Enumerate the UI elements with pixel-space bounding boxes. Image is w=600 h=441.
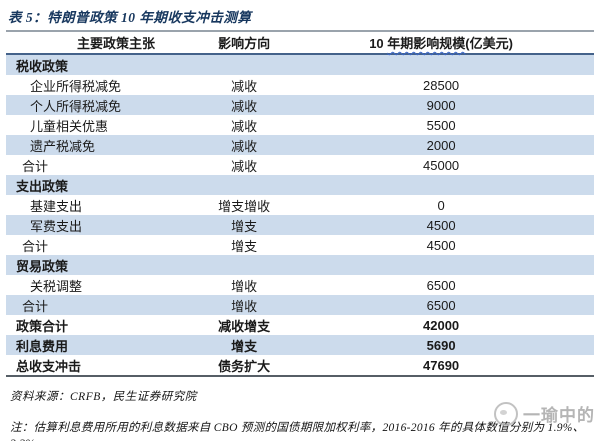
amount-cell: 5500 [426, 117, 456, 133]
table-row: 关税调整 增收 6500 [6, 275, 594, 295]
column-header-scale-wavy: 年期影响规模 [387, 36, 466, 51]
amount-cell: 45000 [423, 157, 460, 173]
direction-cell: 减收 [231, 138, 258, 154]
direction-cell: 增支 [231, 238, 258, 254]
amount-cell: 4500 [426, 237, 456, 253]
table-row: 军费支出 增支 4500 [6, 215, 594, 235]
policy-cell: 合计 [22, 158, 49, 174]
note-line-1: 注：估算利息费用所用的利息数据来自 CBO 预测的国债期限加权利率，2016-2… [10, 422, 585, 441]
watermark-text: 一瑜中的 [523, 406, 595, 425]
direction-cell: 增收 [231, 298, 258, 314]
policy-cell: 儿童相关优惠 [30, 118, 109, 134]
table-header-row: 主要政策主张 影响方向 10 年期影响规模(亿美元) [6, 32, 594, 55]
table-footer: 资料来源：CRFB，民生证券研究院 注：估算利息费用所用的利息数据来自 CBO … [6, 388, 594, 441]
section-row: 贸易政策 [6, 255, 594, 275]
column-header-policy: 主要政策主张 [77, 36, 156, 51]
amount-cell: 6500 [426, 297, 456, 313]
table-row: 合计 增收 6500 [6, 295, 594, 315]
amount-cell: 4500 [426, 217, 456, 233]
policy-table-body: 税收政策 企业所得税减免 减收 28500 个人所得税减免 减收 9000 儿童相关优惠 减收 5… [6, 55, 594, 377]
policy-cell: 贸易政策 [16, 258, 69, 274]
table-row: 基建支出 增支增收 0 [6, 195, 594, 215]
column-header-direction: 影响方向 [218, 36, 271, 51]
table-row: 遗产税减免 减收 2000 [6, 135, 594, 155]
direction-cell: 增支增收 [218, 198, 271, 214]
direction-cell: 增支 [231, 338, 258, 354]
section-row: 税收政策 [6, 55, 594, 75]
policy-cell: 基建支出 [30, 198, 83, 214]
policy-cell: 税收政策 [16, 58, 69, 74]
policy-cell: 利息费用 [16, 338, 69, 354]
column-header-scale-suffix: (亿美元) [465, 36, 513, 51]
amount-cell: 9000 [426, 97, 456, 113]
amount-cell: 28500 [423, 77, 460, 93]
policy-cell: 个人所得税减免 [30, 98, 122, 114]
policy-cell: 总收支冲击 [16, 358, 82, 374]
source-line: 资料来源：CRFB，民生证券研究院 [10, 391, 197, 403]
direction-cell: 债务扩大 [218, 358, 271, 374]
table-row: 儿童相关优惠 减收 5500 [6, 115, 594, 135]
watermark: 一瑜中的 [494, 401, 595, 426]
amount-cell: 5690 [426, 337, 456, 353]
direction-cell: 减收 [231, 158, 258, 174]
policy-cell: 遗产税减免 [30, 138, 96, 154]
policy-cell: 合计 [22, 298, 49, 314]
policy-cell: 关税调整 [30, 278, 83, 294]
amount-cell: 6500 [426, 277, 456, 293]
direction-cell: 减收 [231, 98, 258, 114]
direction-cell: 减收 [231, 118, 258, 134]
title-divider [6, 30, 594, 32]
watermark-logo-icon [494, 401, 518, 426]
policy-cell: 合计 [22, 238, 49, 254]
policy-cell: 政策合计 [16, 318, 69, 334]
table-row: 总收支冲击 债务扩大 47690 [6, 355, 594, 377]
table-row: 个人所得税减免 减收 9000 [6, 95, 594, 115]
column-header-scale-prefix: 10 [369, 36, 388, 51]
amount-cell: 0 [437, 197, 445, 213]
policy-cell: 企业所得税减免 [30, 78, 122, 94]
policy-cell: 支出政策 [16, 178, 69, 194]
column-header-scale: 10 年期影响规模(亿美元) [288, 33, 594, 52]
policy-cell: 军费支出 [30, 218, 83, 234]
table-title: 表 5：特朗普政策 10 年期收支冲击测算 [8, 10, 252, 25]
section-row: 支出政策 [6, 175, 594, 195]
table-row: 合计 减收 45000 [6, 155, 594, 175]
direction-cell: 增收 [231, 278, 258, 294]
direction-cell: 减收增支 [218, 318, 271, 334]
amount-cell: 47690 [423, 357, 460, 373]
table-row: 合计 增支 4500 [6, 235, 594, 255]
direction-cell: 减收 [231, 78, 258, 94]
amount-cell: 42000 [423, 317, 460, 333]
table-row: 利息费用 增支 5690 [6, 335, 594, 355]
amount-cell: 2000 [426, 137, 456, 153]
table-row: 企业所得税减免 减收 28500 [6, 75, 594, 95]
direction-cell: 增支 [231, 218, 258, 234]
table-row: 政策合计 减收增支 42000 [6, 315, 594, 335]
